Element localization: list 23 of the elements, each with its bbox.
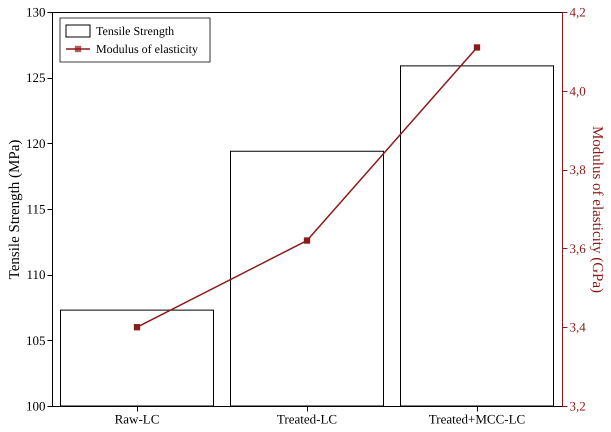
- y2-tick-label: 3,4: [570, 320, 586, 335]
- y-tick-label: 105: [26, 332, 46, 348]
- y2-tick-label: 3,6: [570, 240, 586, 256]
- y2-tick-label: 3,8: [570, 162, 586, 178]
- legend-label: Tensile Strength: [96, 24, 174, 38]
- y-tick-label: 130: [26, 4, 46, 20]
- y2-tick-label: 4,0: [570, 83, 586, 98]
- y2-tick-label: 4,2: [570, 4, 586, 20]
- point: [304, 237, 310, 244]
- y-axis-title: Tensile Strength (MPa): [7, 140, 23, 280]
- y2-axis-title: Modulus of elasticity (GPa): [588, 126, 605, 294]
- y-tick-label: 125: [26, 70, 46, 86]
- point: [474, 44, 480, 51]
- y-tick-label: 120: [26, 136, 46, 151]
- point: [134, 324, 140, 330]
- y-tick-label: 100: [26, 398, 46, 414]
- y2-tick-label: 3,2: [570, 398, 586, 414]
- x-tick-label: Raw-LC: [114, 412, 160, 426]
- y-tick-label: 110: [26, 267, 46, 282]
- y-tick-label: 115: [26, 202, 46, 216]
- x-tick-label: Treated-LC: [276, 412, 338, 426]
- legend-label: Modulus of elasticity: [96, 42, 198, 56]
- x-tick-label: Treated+MCC-LC: [428, 412, 526, 426]
